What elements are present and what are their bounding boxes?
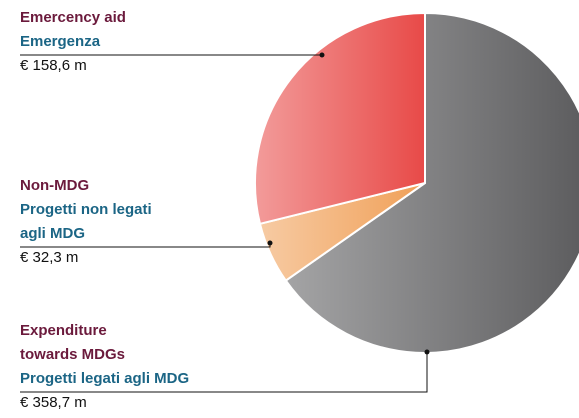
label-en: Non-MDG [20,177,89,194]
label-it: Emergenza [20,33,101,50]
leader-dot [319,52,325,58]
label-en: Emercency aid [20,9,126,26]
value-label: € 158,6 m [20,57,87,74]
slice-shade [285,13,579,353]
leader-line [20,352,428,393]
leader-dot [424,349,430,355]
value-label: € 358,7 m [20,394,87,411]
leader-dot [267,240,273,246]
label-it: Progetti legati agli MDG [20,370,189,387]
label-it: Progetti non legati [20,201,152,218]
slice-shade [259,183,425,281]
label-it: agli MDG [20,225,85,242]
label-en: Expenditure [20,322,107,339]
value-label: € 32,3 m [20,249,78,266]
label-en: towards MDGs [20,346,125,363]
slice-shade [255,13,425,224]
leader-line [20,243,271,248]
